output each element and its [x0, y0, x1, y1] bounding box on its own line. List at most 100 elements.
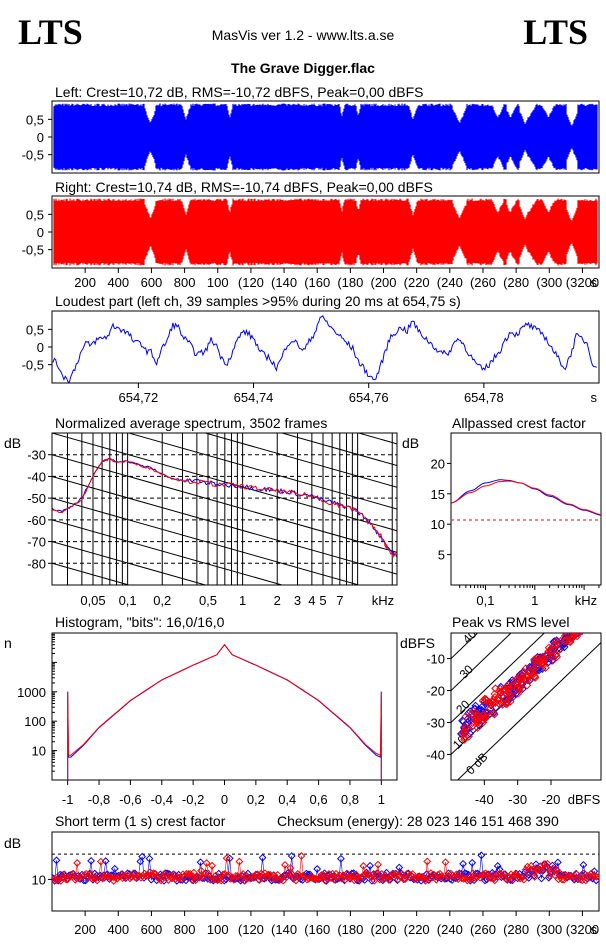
allpass-ylabel: dB	[402, 435, 419, 451]
stc-frame	[51, 831, 600, 912]
stc-xunit: s	[591, 922, 598, 937]
histogram-xtick-label: -0,6	[119, 792, 141, 807]
stc-ytick-label: 10	[32, 872, 46, 887]
stc-point-right	[452, 870, 461, 879]
stc-point-left	[506, 876, 515, 884]
stc-point-right	[255, 876, 264, 884]
stc-point-right	[463, 876, 472, 885]
pvr-ylabel: dBFS	[400, 635, 435, 651]
stc-point-right	[499, 870, 508, 879]
stc-point-right	[281, 860, 289, 869]
stc-point-right	[578, 876, 587, 885]
pvr-point-right	[529, 665, 538, 674]
pvr-point-right	[551, 640, 561, 649]
pvr-point-right	[506, 691, 515, 701]
waveform-xtick-label: 800	[174, 275, 196, 290]
allpass-xunit: kHz	[575, 593, 597, 608]
pvr-point-left	[575, 625, 582, 632]
pvr-point-right	[581, 625, 588, 632]
stc-point-right	[107, 873, 116, 882]
pvr-point-right	[573, 625, 580, 632]
pvr-point-right	[474, 716, 483, 725]
stc-point-left	[537, 874, 546, 883]
pvr-point-right	[517, 679, 527, 688]
allpass-ytick-label: 20	[431, 456, 445, 471]
spectrum-slope	[52, 475, 397, 575]
stc-point-right	[230, 875, 238, 884]
pvr-crest-label: 20	[453, 697, 473, 717]
right-waveform-ytick-label: 0	[37, 225, 44, 240]
allpass-ytick-label: 5	[438, 548, 445, 563]
stc-point-right	[516, 874, 525, 883]
pvr-frame	[450, 632, 602, 781]
stc-point-right	[323, 874, 331, 883]
stc-point-right	[377, 869, 386, 878]
stc-point-right	[426, 869, 435, 878]
logo-left: LTS	[18, 12, 83, 52]
pvr-crest-line	[451, 633, 512, 692]
loudest-part-ytick-label: -0,5	[22, 358, 44, 373]
pvr-point-right	[583, 625, 590, 632]
pvr-point-right	[579, 625, 586, 632]
allpass-ytick-label: 15	[431, 487, 445, 502]
stc-xtick-label: 200	[74, 922, 96, 937]
spectrum-ytick-label: -70	[27, 535, 46, 550]
stc-point-right	[69, 869, 78, 878]
stc-point-right	[552, 865, 561, 874]
pvr-point-right	[584, 625, 591, 632]
pvr-point-left	[589, 625, 596, 632]
histogram-xtick-label: -0,2	[182, 792, 204, 807]
pvr-point-right	[572, 633, 582, 638]
spectrum-slope	[280, 433, 397, 467]
stc-point-right	[73, 859, 82, 867]
pvr-point-right	[552, 652, 562, 662]
stc-point-left	[145, 854, 154, 863]
histogram-xtick-label: 0,6	[310, 792, 328, 807]
pvr-point-left	[583, 625, 590, 632]
pvr-point-right	[513, 689, 523, 698]
loudest-part-ytick-label: 0,5	[26, 322, 44, 337]
pvr-point-right	[460, 722, 469, 732]
stc-xtick-label: (300	[536, 922, 562, 937]
pvr-point-left	[573, 625, 580, 632]
histogram-xtick-label: 0	[221, 792, 228, 807]
file-title: The Grave Digger.flac	[231, 60, 375, 76]
pvr-point-right	[478, 710, 488, 720]
stc-point-left	[544, 873, 553, 882]
pvr-point-right	[473, 718, 482, 728]
spectrum-ylabel: dB	[4, 435, 21, 451]
pvr-point-right	[511, 675, 521, 684]
stc-point-right	[416, 873, 424, 881]
stc-point-left	[110, 864, 119, 873]
stc-point-right	[208, 861, 216, 870]
spectrum-ytick-label: -30	[27, 448, 46, 463]
stc-point-right	[509, 876, 517, 884]
pvr-point-right	[490, 692, 500, 702]
pvr-point-left	[579, 625, 586, 632]
stc-point-left	[258, 853, 267, 862]
pvr-ytick-label: -10	[426, 652, 445, 667]
allpass-xtick-label: 0,1	[476, 593, 494, 608]
pvr-point-right	[468, 718, 477, 727]
pvr-ytick-label: -20	[426, 684, 445, 699]
pvr-point-right	[573, 633, 577, 635]
histogram-xtick-label: -0,8	[88, 792, 110, 807]
pvr-point-right	[544, 647, 553, 656]
allpass-line-right	[451, 480, 601, 515]
waveform-xtick-label: (120	[238, 275, 264, 290]
spectrum-slope	[52, 519, 284, 585]
pvr-point-right	[480, 694, 489, 704]
pvr-crest-line	[456, 641, 601, 780]
pvr-point-left	[563, 633, 572, 637]
pvr-point-right	[480, 714, 490, 724]
waveform-xtick-label: (240	[437, 275, 463, 290]
pvr-ytick-label: -40	[426, 747, 445, 762]
pvr-point-right	[532, 662, 541, 672]
right-waveform-ytick-label: 0,5	[26, 207, 44, 222]
waveform-xtick-label: (180	[337, 275, 363, 290]
stc-point-right	[459, 874, 468, 883]
allpass-ytick-label: 10	[431, 517, 445, 532]
pvr-point-right	[515, 685, 524, 695]
stc-point-right	[417, 872, 426, 881]
